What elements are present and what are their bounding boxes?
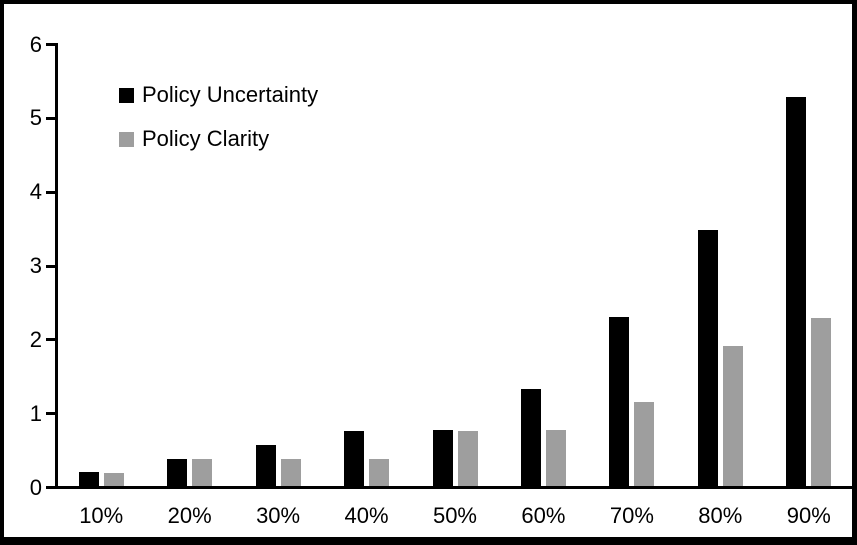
bar-policy-uncertainty-30% <box>255 445 276 486</box>
x-category-label: 30% <box>256 503 301 528</box>
bar-policy-clarity-70% <box>634 402 655 486</box>
x-category-label: 50% <box>432 503 477 528</box>
y-tick-mark <box>46 190 57 194</box>
bar-policy-uncertainty-90% <box>786 97 807 486</box>
bar-policy-clarity-10% <box>103 473 124 486</box>
bar-policy-uncertainty-70% <box>609 317 630 486</box>
x-category-label: 90% <box>786 503 831 528</box>
legend: Policy Uncertainty Policy Clarity <box>119 82 318 170</box>
bar-policy-uncertainty-40% <box>344 431 365 486</box>
legend-swatch-policy-clarity-icon <box>119 131 134 147</box>
y-tick-mark <box>46 264 57 268</box>
bar-policy-uncertainty-50% <box>432 430 453 486</box>
bar-policy-clarity-20% <box>192 459 213 486</box>
x-category-label: 20% <box>167 503 212 528</box>
y-tick-label: 3 <box>29 253 42 278</box>
y-tick-label: 1 <box>29 400 42 426</box>
y-tick-mark <box>46 412 57 416</box>
y-tick-label: 4 <box>29 179 42 205</box>
bar-policy-clarity-30% <box>280 459 301 486</box>
legend-label-policy-clarity: Policy Clarity <box>142 126 270 151</box>
x-category-label: 70% <box>609 503 654 528</box>
bar-policy-uncertainty-10% <box>78 472 99 486</box>
y-tick-mark <box>46 338 57 342</box>
x-category-label: 40% <box>344 503 389 528</box>
x-category-label: 60% <box>521 503 566 528</box>
x-category-label: 80% <box>698 503 743 528</box>
y-tick-mark <box>46 486 57 489</box>
bar-policy-uncertainty-80% <box>697 230 718 486</box>
y-tick-label: 2 <box>29 326 42 352</box>
y-tick-mark <box>46 116 57 120</box>
legend-label-policy-uncertainty: Policy Uncertainty <box>142 82 319 107</box>
bar-policy-clarity-80% <box>722 346 743 486</box>
x-axis-line <box>55 486 853 489</box>
x-category-label: 10% <box>79 503 124 528</box>
bar-policy-uncertainty-60% <box>520 389 541 486</box>
bar-policy-clarity-90% <box>811 318 832 486</box>
y-tick-label: 5 <box>29 105 42 131</box>
legend-swatch-policy-uncertainty-icon <box>119 87 134 103</box>
legend-entry-policy-uncertainty: Policy Uncertainty <box>119 82 318 108</box>
bar-policy-clarity-60% <box>545 430 566 486</box>
y-tick-mark <box>46 43 57 46</box>
bar-policy-clarity-50% <box>457 431 478 486</box>
bar-policy-uncertainty-20% <box>167 459 188 486</box>
y-tick-label: 6 <box>29 31 42 57</box>
bar-policy-clarity-40% <box>369 459 390 486</box>
y-tick-label: 0 <box>29 474 42 500</box>
legend-entry-policy-clarity: Policy Clarity <box>119 126 318 152</box>
